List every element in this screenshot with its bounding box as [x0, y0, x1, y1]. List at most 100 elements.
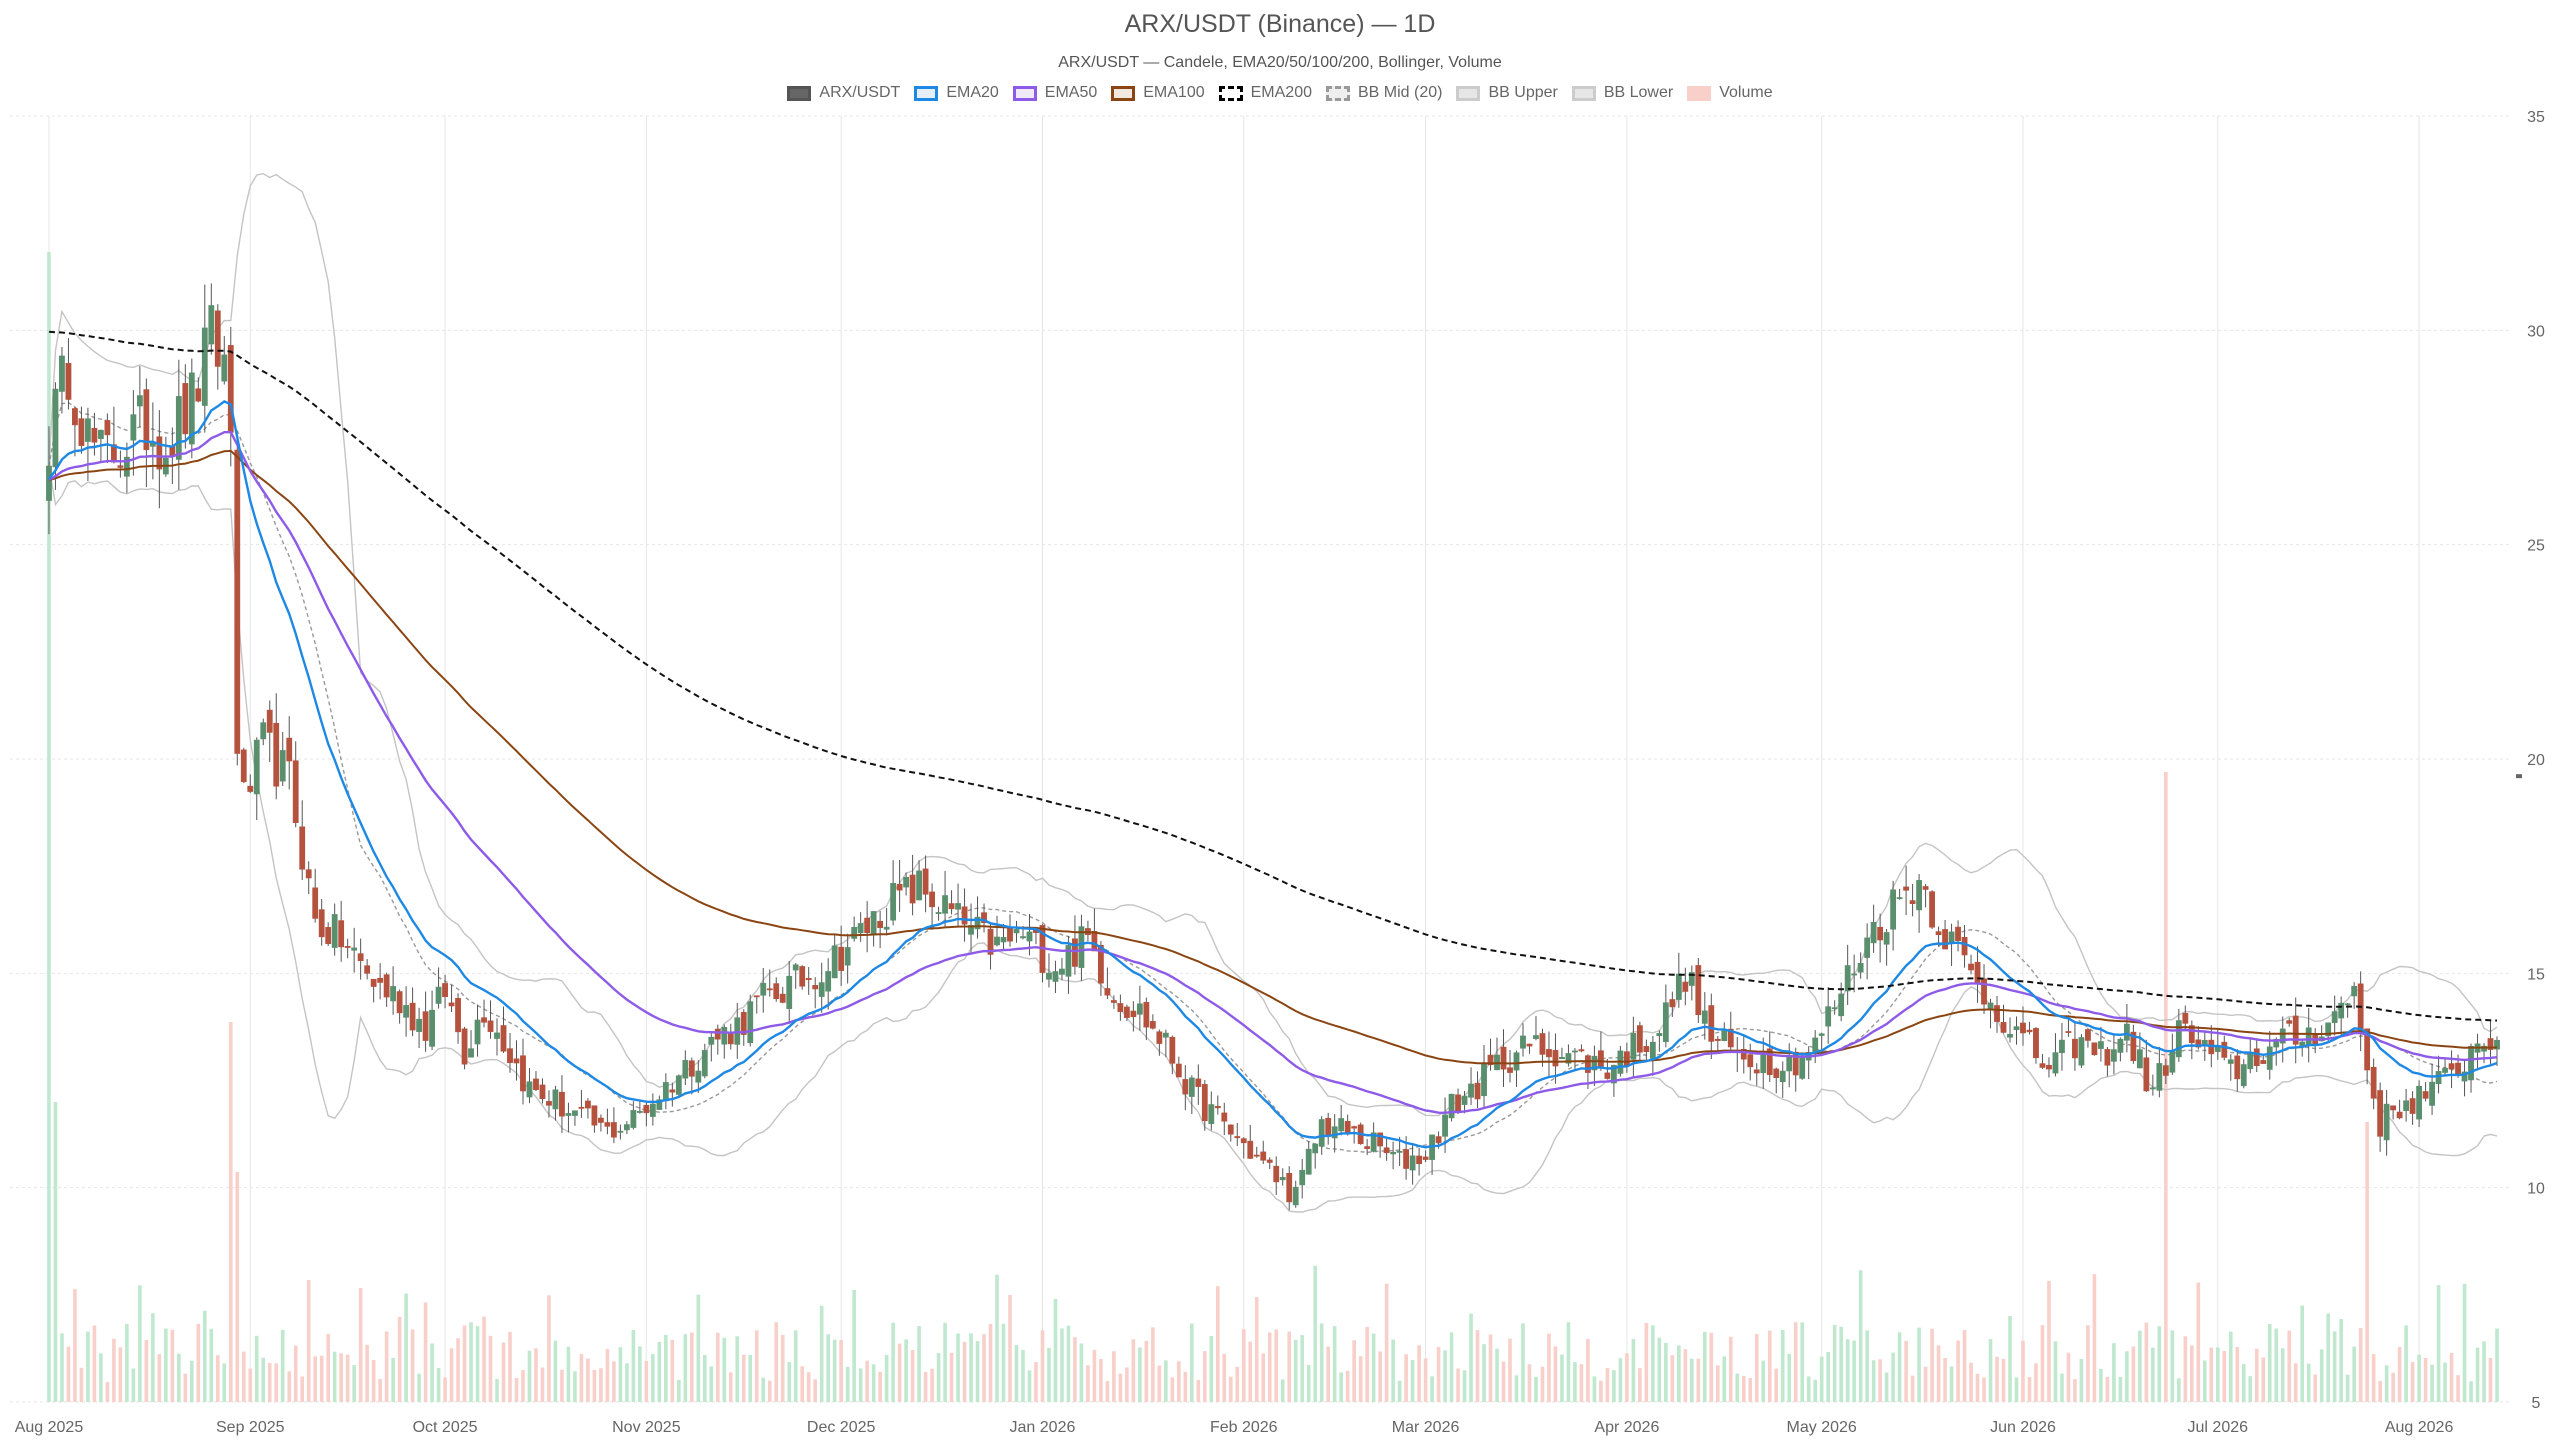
volume-bar	[209, 1328, 214, 1402]
candle-body	[636, 1111, 643, 1113]
candle-body	[1987, 1002, 1994, 1009]
legend-item-4[interactable]: EMA200	[1218, 84, 1312, 102]
volume-bar	[345, 1354, 350, 1402]
ema20-line	[48, 400, 2498, 1149]
candle-body	[1831, 1007, 1838, 1010]
candle-body	[403, 1005, 410, 1018]
legend-item-0[interactable]: ARX/USDT	[787, 84, 900, 102]
volume-bar	[2462, 1283, 2467, 1402]
volume-bar	[2014, 1377, 2019, 1402]
volume-bar	[1287, 1331, 1292, 1402]
candle-body	[1500, 1046, 1507, 1070]
candle-body	[1760, 1054, 1767, 1074]
ema100-line	[48, 449, 2498, 1065]
candle-body	[286, 737, 293, 762]
legend-item-5[interactable]: BB Mid (20)	[1326, 84, 1442, 102]
candle-body	[1851, 973, 1858, 976]
candle-body	[2143, 1057, 2150, 1092]
candle-body	[1143, 1002, 1150, 1028]
legend-item-2[interactable]: EMA50	[1012, 84, 1097, 102]
volume-bar	[2300, 1305, 2305, 1402]
volume-bar	[1209, 1335, 1214, 1402]
volume-bar	[228, 1022, 233, 1402]
volume-bar	[1800, 1322, 1805, 1402]
legend-label: ARX/USDT	[819, 84, 901, 101]
volume-bar	[1696, 1358, 1701, 1402]
legend-item-6[interactable]: BB Upper	[1456, 84, 1558, 102]
candle-body	[760, 982, 767, 996]
candle-body	[2273, 1039, 2280, 1048]
candle-body	[338, 920, 345, 948]
candle-body	[675, 1075, 682, 1095]
candle-body	[844, 947, 851, 966]
candle-body	[688, 1060, 695, 1077]
volume-bar	[2086, 1325, 2090, 1402]
candle-body	[1331, 1126, 1338, 1139]
candle-body	[896, 883, 903, 891]
volume-bar	[677, 1380, 681, 1402]
x-tick-label: Aug 2025	[15, 1419, 84, 1436]
candle-body	[1896, 897, 1903, 900]
candle-body	[1156, 1031, 1163, 1044]
candle-body	[662, 1082, 669, 1102]
volume-bar	[2306, 1363, 2311, 1402]
legend-item-1[interactable]: EMA20	[914, 84, 999, 102]
candle-body	[182, 383, 189, 435]
volume-bar	[1839, 1326, 1843, 1402]
candle-body	[825, 971, 832, 992]
legend-swatch	[1456, 85, 1481, 101]
legend-item-7[interactable]: BB Lower	[1571, 84, 1673, 102]
candle-body	[1890, 889, 1897, 930]
candle-body	[299, 826, 306, 870]
last-price-marker	[2516, 774, 2522, 779]
volume-bar	[1774, 1368, 1779, 1402]
candle-body	[442, 983, 448, 997]
candle-body	[1110, 1000, 1117, 1003]
volume-bar	[2339, 1318, 2343, 1402]
volume-bar	[267, 1362, 272, 1402]
volume-bar	[1345, 1370, 1350, 1402]
volume-bar	[664, 1334, 668, 1402]
volume-bar	[105, 1381, 110, 1402]
legend-item-3[interactable]: EMA100	[1111, 84, 1205, 102]
volume-bar	[2235, 1346, 2240, 1402]
volume-bar	[910, 1350, 915, 1402]
volume-bar	[1092, 1349, 1097, 1402]
volume-bar	[423, 1302, 428, 1402]
volume-bar	[2345, 1374, 2350, 1402]
volume-bar	[1378, 1351, 1382, 1402]
candle-body	[857, 923, 864, 934]
candle-body	[2351, 985, 2358, 997]
candle-body	[52, 388, 59, 468]
candle-body	[1623, 1051, 1630, 1066]
candle-body	[383, 974, 390, 998]
volume-bar	[1306, 1365, 1311, 1402]
volume-bar	[2066, 1352, 2071, 1402]
volume-bar	[1073, 1337, 1077, 1402]
legend-item-8[interactable]: Volume	[1687, 84, 1773, 102]
candle-body	[831, 945, 838, 979]
candle-body	[1182, 1079, 1189, 1095]
candle-body	[2292, 1015, 2299, 1045]
volume-bar	[2053, 1341, 2058, 1402]
volume-bar	[1605, 1367, 1610, 1402]
volume-bar	[2170, 1330, 2175, 1402]
volume-bar	[1761, 1360, 1766, 1402]
candle-body	[883, 926, 890, 930]
volume-bar	[2391, 1372, 2395, 1402]
candle-body	[1169, 1036, 1176, 1064]
volume-bar	[2495, 1328, 2499, 1402]
volume-bar	[1527, 1364, 1532, 1402]
volume-bar	[1897, 1332, 1902, 1402]
ema200-line	[48, 330, 2498, 1022]
volume-bar	[839, 1340, 843, 1402]
volume-bar	[319, 1355, 324, 1402]
candle-body	[1195, 1078, 1202, 1087]
x-tick-label: Sep 2025	[216, 1419, 285, 1436]
volume-bar	[1203, 1351, 1207, 1402]
candle-body	[2149, 1087, 2156, 1090]
volume-bar	[741, 1354, 746, 1402]
candle-body	[779, 993, 786, 1003]
x-tick-label: May 2026	[1787, 1419, 1857, 1436]
